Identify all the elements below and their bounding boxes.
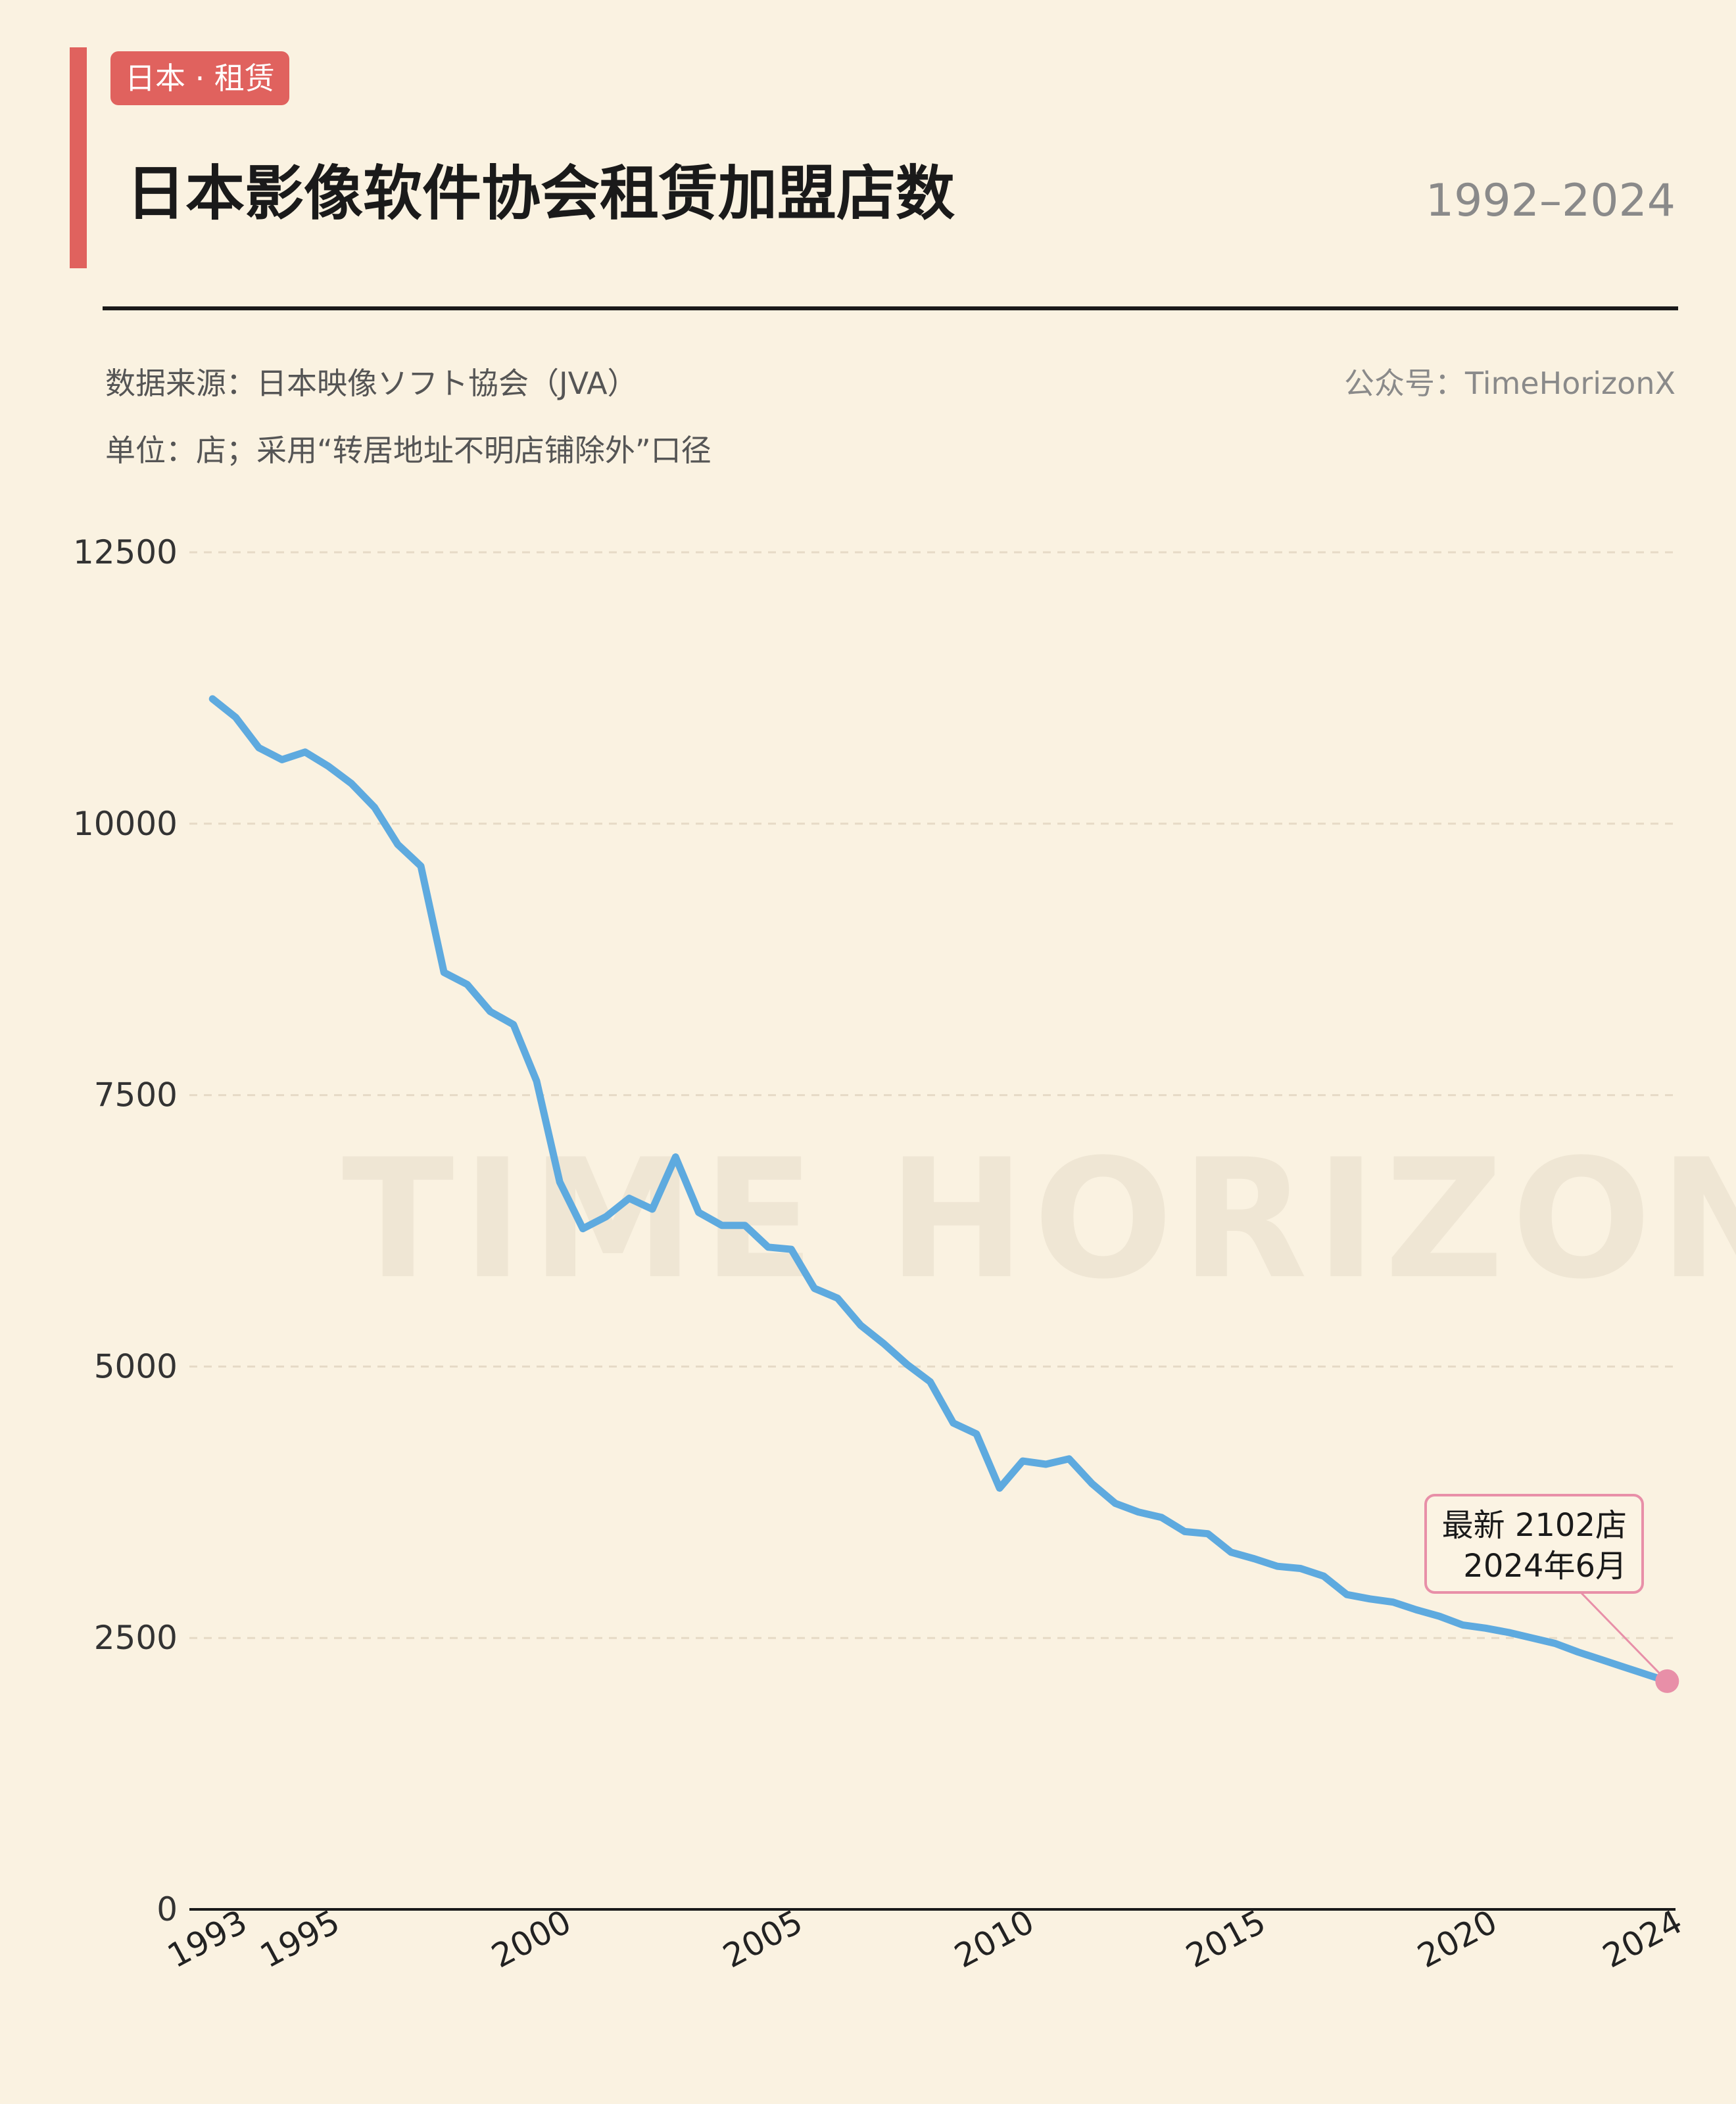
latest-value-callout <box>1424 1494 1644 1594</box>
x-tick-label: 2005 <box>717 1903 809 1976</box>
callout-date-label: 2024年6月 <box>1463 1548 1627 1585</box>
y-tick-label: 12500 <box>73 533 178 571</box>
gridlines <box>189 551 1676 1639</box>
series-line <box>208 695 1671 1685</box>
y-tick-labels: 0 2500 5000 7500 10000 12500 <box>73 533 178 1928</box>
accent-bar <box>70 47 87 268</box>
y-tick-label: 5000 <box>94 1347 178 1385</box>
x-tick-label: 2020 <box>1411 1903 1503 1976</box>
x-tick-label: 2024 <box>1597 1903 1689 1976</box>
x-tick-labels: 1993 1995 2000 2005 2010 2015 2020 2024 <box>161 1903 1688 1976</box>
data-source: 数据来源：日本映像ソフト協会（JVA） <box>105 366 638 401</box>
unit-note: 单位：店；采用“转居地址不明店铺除外”口径 <box>105 433 711 468</box>
x-tick-label: 2010 <box>948 1903 1040 1976</box>
callout-leader <box>1579 1591 1668 1682</box>
y-tick-label: 0 <box>157 1890 178 1928</box>
x-tick-label: 2000 <box>485 1903 577 1976</box>
account-name: 公众号：TimeHorizonX <box>1344 366 1676 401</box>
y-tick-label: 10000 <box>73 805 178 843</box>
year-range: 1992–2024 <box>1425 175 1676 227</box>
page-title: 日本影像软件协会租赁加盟店数 <box>126 159 955 228</box>
category-tag: 日本 · 租赁 <box>110 51 289 105</box>
callout-value-label: 最新 2102店 <box>1442 1507 1627 1544</box>
latest-point <box>1655 1669 1679 1693</box>
x-tick-label: 2015 <box>1180 1903 1272 1976</box>
x-tick-label: 1995 <box>254 1903 346 1976</box>
title-divider <box>103 306 1678 310</box>
y-tick-label: 7500 <box>94 1076 178 1114</box>
y-tick-label: 2500 <box>94 1619 178 1657</box>
